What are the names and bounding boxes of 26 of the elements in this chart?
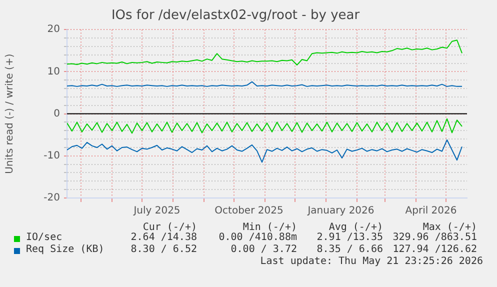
text: 329.96 /863.51 xyxy=(392,232,477,244)
text: Avg (-/+) xyxy=(328,222,383,233)
y-tick-label: 20 xyxy=(47,24,60,36)
x-tick-label: April 2026 xyxy=(405,206,457,217)
legend-label: Req Size (KB) xyxy=(26,244,104,256)
chart-title: IOs for /dev/elastx02-vg/root - by year xyxy=(111,8,360,24)
legend-label: IO/sec xyxy=(26,232,62,244)
text: Max (-/+) xyxy=(422,222,477,233)
text: 2.64 /14.38 xyxy=(130,232,197,244)
y-tick-label: 10 xyxy=(47,66,60,78)
text: 2.91 /13.35 xyxy=(316,232,383,244)
x-tick-label: January 2026 xyxy=(306,206,374,217)
text: 8.30 / 6.52 xyxy=(130,244,197,256)
text: 0.00 / 3.72 xyxy=(230,244,297,256)
x-tick-label: October 2025 xyxy=(214,206,284,217)
text: Last update: Thu May 21 23:25:26 2026 xyxy=(260,256,483,268)
text: Cur (-/+) xyxy=(142,222,197,233)
text: Min (-/+) xyxy=(242,222,297,233)
y-tick-label: -10 xyxy=(44,150,60,162)
y-tick-label: 0 xyxy=(54,108,60,120)
x-tick-label: July 2025 xyxy=(132,206,180,217)
y-axis-title: Units read (-) / write (+) xyxy=(4,54,16,174)
text: 127.94 /126.62 xyxy=(392,244,477,256)
text: 0.00 /410.88m xyxy=(218,232,297,244)
text: 8.35 / 6.66 xyxy=(316,244,383,256)
y-tick-label: -20 xyxy=(44,192,60,204)
